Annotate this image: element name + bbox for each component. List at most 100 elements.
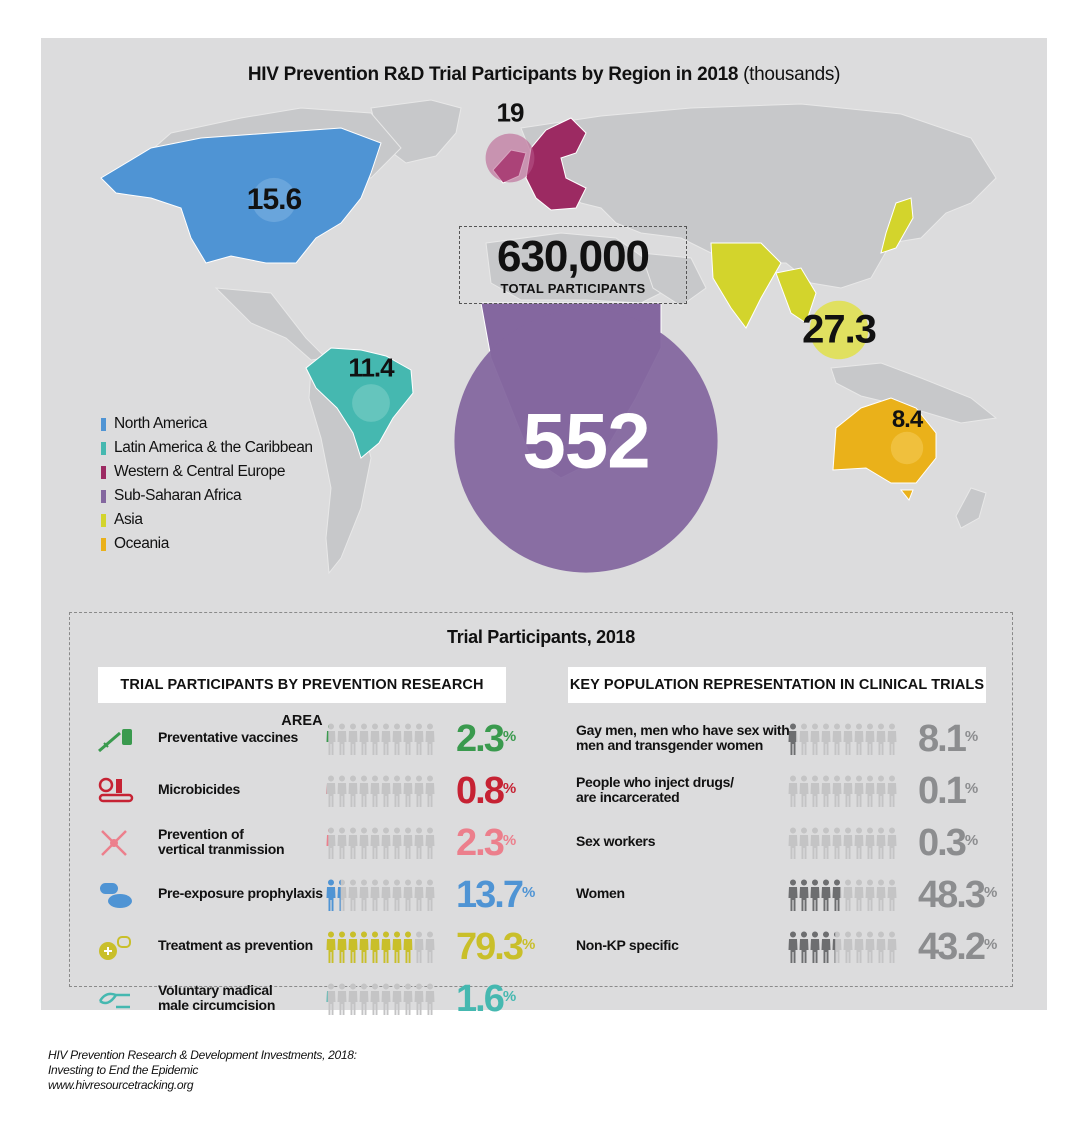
footer-line-1: HIV Prevention Research & Development In… (48, 1048, 357, 1062)
person-icon (381, 931, 391, 963)
person-icon (337, 983, 347, 1015)
legend-label: Western & Central Europe (114, 463, 286, 480)
person-icon (370, 723, 380, 755)
person-icon (821, 827, 831, 859)
person-icon (854, 827, 864, 859)
pictogram-row (788, 878, 897, 912)
person-icon (381, 723, 391, 755)
person-icon (392, 983, 402, 1015)
label-line: Treatment as prevention (158, 937, 313, 953)
key-population-percent: 0.3% (918, 822, 979, 864)
asia-region-japan (880, 197, 914, 254)
bubble-western-central-europe (485, 133, 535, 183)
person-icon (403, 931, 413, 963)
person-icon (370, 775, 380, 807)
person-icon (821, 775, 831, 807)
person-icon (392, 723, 402, 755)
person-icon (348, 827, 358, 859)
bubble-oceania (890, 431, 924, 465)
person-icon (359, 879, 369, 911)
label-line: Sex workers (576, 833, 656, 849)
person-icon (832, 827, 842, 859)
person-icon (887, 931, 897, 963)
pictogram-row (326, 774, 435, 808)
se-asia-islands-shape (830, 362, 998, 424)
percent-sign: % (502, 728, 517, 745)
oceania-region (832, 397, 937, 501)
person-icon (832, 775, 842, 807)
person-icon (425, 931, 435, 963)
bubble-sub-saharan-africa (454, 309, 718, 573)
key-population-row: Women 48.3% (70, 873, 1012, 917)
eurasia-shape (520, 103, 997, 289)
section-title: Trial Participants, 2018 (447, 627, 635, 647)
key-population-percent: 0.1% (918, 770, 979, 812)
research-area-percent: 0.8% (456, 770, 517, 812)
person-icon (425, 879, 435, 911)
pictogram-row (326, 982, 435, 1016)
person-icon (370, 827, 380, 859)
person-icon (414, 723, 424, 755)
key-population-label: Gay men, men who have sex with men and tr… (576, 723, 790, 753)
person-icon (425, 983, 435, 1015)
percent-sign: % (502, 988, 517, 1005)
research-area-label: Preventative vaccines (158, 730, 298, 745)
bubble-value-oceania: 8.4 (891, 406, 923, 433)
legend-swatch (101, 513, 106, 527)
person-icon (810, 827, 820, 859)
person-icon (348, 775, 358, 807)
legend-swatch (101, 441, 106, 455)
pill-bottle-icon (99, 936, 131, 960)
central-america-shape (214, 287, 328, 361)
person-icon (359, 983, 369, 1015)
key-population-heading: KEY POPULATION REPRESENTATION IN CLINICA… (568, 667, 986, 703)
legend-swatch (101, 465, 106, 479)
person-icon (810, 723, 820, 755)
legend-label: Latin America & the Caribbean (114, 439, 313, 456)
person-icon (370, 931, 380, 963)
person-icon (337, 827, 347, 859)
person-icon (326, 827, 336, 859)
person-icon (337, 775, 347, 807)
person-icon (876, 827, 886, 859)
person-icon (832, 931, 842, 963)
label-line: Non-KP specific (576, 937, 679, 953)
percent-sign: % (964, 780, 979, 797)
person-icon (348, 983, 358, 1015)
label-line: People who inject drugs/ (576, 774, 734, 790)
research-area-label: Treatment as prevention (158, 938, 313, 953)
research-area-label: Pre-exposure prophylaxis (158, 886, 323, 901)
legend-item-europe: Western & Central Europe (101, 460, 313, 484)
percent-sign: % (502, 832, 517, 849)
research-area-label: Microbicides (158, 782, 240, 797)
person-icon (821, 931, 831, 963)
north-america-region (100, 127, 382, 264)
label-line: Gay men, men who have sex with (576, 722, 790, 738)
person-icon (337, 723, 347, 755)
person-icon (348, 931, 358, 963)
research-area-row: Microbicides 0.8% (70, 769, 1012, 813)
legend-item-sub-saharan-africa: Sub-Saharan Africa (101, 484, 313, 508)
person-icon (403, 827, 413, 859)
person-icon (326, 983, 336, 1015)
syringe-vial-icon (98, 729, 132, 753)
footer-line-3: www.hivresourcetracking.org (48, 1078, 194, 1092)
person-icon (403, 983, 413, 1015)
key-population-percent: 8.1% (918, 718, 979, 760)
person-icon (381, 775, 391, 807)
pictogram-row (326, 722, 435, 756)
research-area-row: Preventative vaccines 2.3% (70, 717, 1012, 761)
person-icon (788, 879, 798, 911)
person-icon (887, 723, 897, 755)
person-icon (810, 931, 820, 963)
person-icon (381, 827, 391, 859)
person-icon (381, 879, 391, 911)
person-icon (843, 723, 853, 755)
research-area-percent: 79.3% (456, 926, 536, 968)
person-icon (425, 775, 435, 807)
person-icon (392, 827, 402, 859)
research-area-percent: 1.6% (456, 978, 517, 1020)
pictogram-row (788, 722, 897, 756)
person-icon (788, 931, 798, 963)
percent-sign: % (964, 832, 979, 849)
